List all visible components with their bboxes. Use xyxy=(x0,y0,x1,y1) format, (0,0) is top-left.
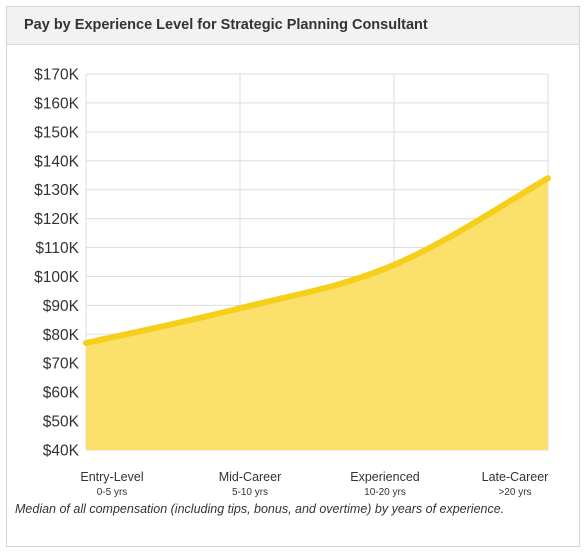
y-tick-label: $100K xyxy=(34,269,79,286)
y-tick-label: $130K xyxy=(34,182,79,199)
y-tick-label: $150K xyxy=(34,124,79,141)
y-tick-label: $120K xyxy=(34,211,79,228)
y-tick-label: $60K xyxy=(43,385,80,402)
x-category-label: Experienced xyxy=(350,470,420,484)
x-category-label: Entry-Level xyxy=(80,470,143,484)
x-category-sublabel: >20 yrs xyxy=(498,487,531,498)
area-fill xyxy=(86,178,548,450)
x-category-sublabel: 10-20 yrs xyxy=(364,487,406,498)
chart-caption: Median of all compensation (including ti… xyxy=(15,502,505,516)
y-tick-label: $170K xyxy=(34,67,79,84)
y-tick-label: $40K xyxy=(43,443,80,460)
median-pay-line xyxy=(83,175,551,346)
y-tick-label: $70K xyxy=(43,356,80,373)
y-tick-label: $80K xyxy=(43,327,80,344)
x-category-sublabel: 0-5 yrs xyxy=(97,487,128,498)
y-tick-label: $110K xyxy=(35,240,79,257)
chart-title: Pay by Experience Level for Strategic Pl… xyxy=(24,17,428,33)
card-header: Pay by Experience Level for Strategic Pl… xyxy=(7,7,579,45)
y-tick-label: $160K xyxy=(34,95,79,112)
x-category-label: Mid-Career xyxy=(219,470,282,484)
x-category-sublabel: 5-10 yrs xyxy=(232,487,268,498)
y-tick-label: $90K xyxy=(43,298,80,315)
y-tick-label: $50K xyxy=(43,414,80,431)
y-tick-label: $140K xyxy=(34,153,79,170)
x-category-label: Late-Career xyxy=(482,470,549,484)
